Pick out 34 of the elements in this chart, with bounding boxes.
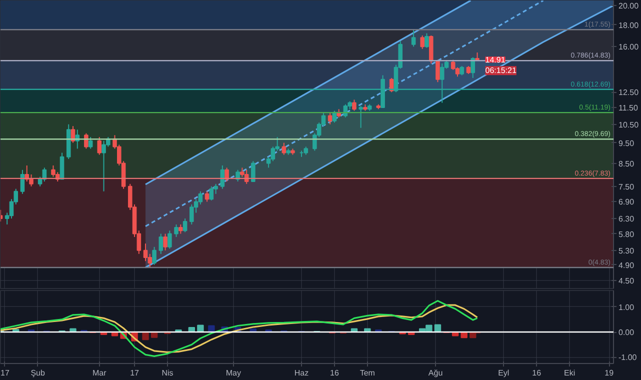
y-tick-label: 20.00 — [618, 2, 640, 10]
y-tick-label: 4.50 — [618, 276, 635, 286]
y-tick-label: 7.50 — [618, 182, 635, 192]
y-tick-label: 10.50 — [618, 120, 640, 130]
y-tick-label: 5.30 — [618, 246, 635, 256]
y-tick-label: 12.50 — [618, 88, 640, 98]
y-tick-label: 16.00 — [618, 42, 640, 52]
y-tick-label: 9.50 — [618, 138, 635, 148]
x-tick-label: Mar — [92, 368, 107, 378]
y-tick-label: 4.90 — [618, 260, 635, 270]
y-tick-label: 5.80 — [618, 230, 635, 239]
x-tick-label: Eki — [564, 368, 576, 378]
y-tick-label: 8.50 — [618, 159, 635, 168]
x-tick-label: Şub — [30, 368, 46, 378]
y-tick-label: -1.00 — [618, 353, 638, 362]
x-tick-label: 17 — [130, 368, 140, 378]
x-tick-label: Eyl — [498, 368, 510, 378]
x-tick-label: Nis — [162, 368, 174, 378]
x-tick-label: Haz — [294, 368, 309, 378]
annotation: 06:15:21 — [485, 66, 517, 76]
x-tick-label: 16 — [330, 368, 340, 378]
x-tick-label: 19 — [604, 368, 614, 378]
y-tick-label: 11.50 — [618, 104, 638, 113]
y-tick-label: 1.00 — [618, 302, 635, 312]
y-tick-label: 6.90 — [618, 198, 635, 207]
y-tick-label: 18.00 — [618, 20, 640, 30]
x-tick-label: 16 — [532, 368, 542, 378]
annotation: 14.91 — [485, 56, 506, 65]
y-tick-label: 6.30 — [618, 214, 635, 224]
x-tick-label: May — [226, 368, 241, 378]
x-tick-label: 17 — [0, 368, 10, 378]
y-tick-label: 0.00 — [618, 328, 635, 338]
x-tick-label: Tem — [360, 368, 376, 378]
x-tick-label: Ağu — [428, 368, 443, 378]
